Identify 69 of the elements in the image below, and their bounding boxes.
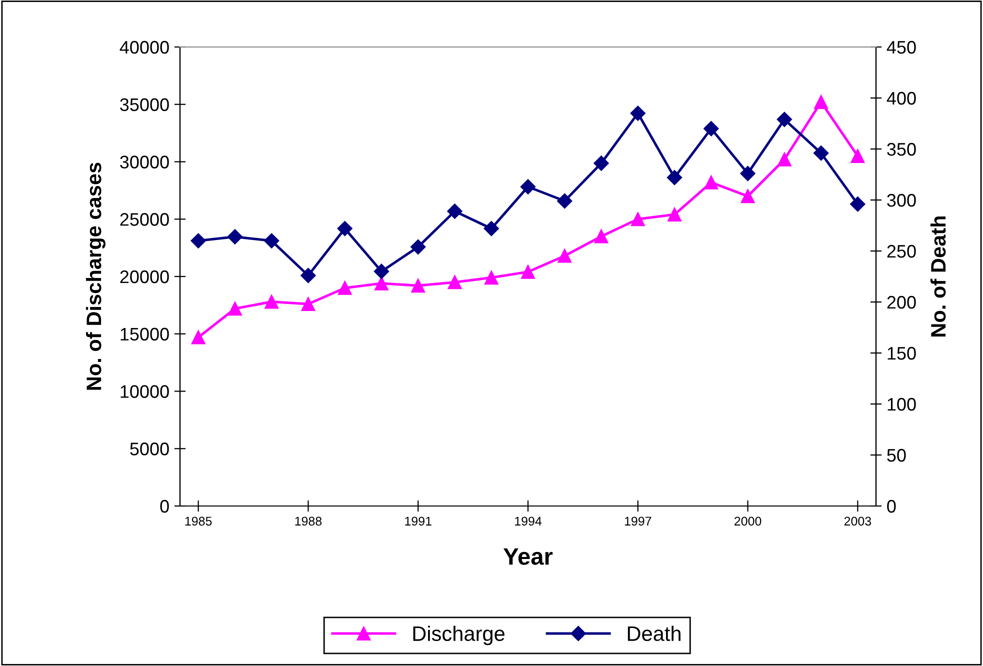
point [666, 170, 682, 186]
point [301, 297, 316, 311]
x-tick-label: 1994 [515, 516, 542, 526]
y2-tick-label: 200 [887, 296, 916, 309]
point [850, 196, 866, 212]
x-tick-label: 1991 [405, 516, 432, 526]
point [813, 146, 829, 161]
y-tick-label: 10000 [120, 385, 169, 398]
point [374, 264, 390, 279]
y-tick-label: 0 [160, 500, 169, 513]
point [191, 330, 206, 344]
y-tick-label: 20000 [120, 270, 169, 284]
x-tick-label: 1985 [185, 516, 212, 526]
y-tick-label: 35000 [120, 98, 169, 112]
point [594, 229, 608, 244]
point [704, 175, 718, 190]
point [520, 179, 536, 194]
point [850, 149, 865, 163]
x-tick-label: 1988 [295, 516, 322, 526]
y-axis-title: No. of Discharge cases [86, 162, 106, 390]
point [338, 281, 352, 295]
point [264, 233, 280, 248]
y2-tick-label: 400 [886, 92, 916, 105]
point [668, 208, 682, 222]
point [594, 156, 609, 171]
x-tick-label: 1997 [624, 516, 652, 526]
y-tick-label: 15000 [120, 328, 169, 341]
point [410, 239, 426, 254]
point [411, 278, 426, 293]
y2-tick-label: 150 [888, 346, 916, 360]
y2-tick-label: 0 [887, 500, 896, 513]
x-axis-title: Year [503, 548, 553, 565]
point [227, 229, 243, 244]
point [300, 268, 316, 284]
point [228, 302, 242, 316]
y-tick-label: 40000 [120, 40, 169, 54]
point [484, 220, 499, 236]
y-tick-label: 25000 [120, 213, 169, 226]
point [777, 152, 792, 166]
point [447, 204, 462, 219]
point [264, 294, 279, 309]
point [484, 270, 498, 285]
y2-axis-title: No. of Death [930, 216, 946, 336]
point [521, 264, 535, 279]
legend-label: Discharge [413, 626, 504, 646]
point [814, 95, 828, 110]
y-tick-label: 30000 [120, 156, 169, 168]
y-tick-label: 5000 [130, 442, 169, 456]
point [776, 112, 792, 127]
y2-tick-label: 350 [887, 142, 916, 156]
point [190, 233, 206, 248]
point [704, 121, 719, 136]
point [558, 248, 572, 263]
point [557, 193, 572, 209]
x-tick-label: 2000 [734, 516, 762, 526]
point [630, 212, 645, 226]
legend-label: Death [628, 626, 680, 642]
y2-tick-label: 250 [887, 244, 916, 258]
y2-tick-label: 100 [888, 398, 916, 411]
y2-tick-label: 50 [887, 448, 906, 462]
y2-tick-label: 450 [886, 40, 916, 54]
point [374, 276, 388, 290]
point [740, 189, 755, 204]
x-tick-label: 2003 [844, 516, 872, 526]
point [740, 166, 756, 182]
point [448, 275, 462, 290]
point [337, 220, 352, 236]
point [630, 106, 646, 121]
y2-tick-label: 300 [887, 194, 916, 207]
